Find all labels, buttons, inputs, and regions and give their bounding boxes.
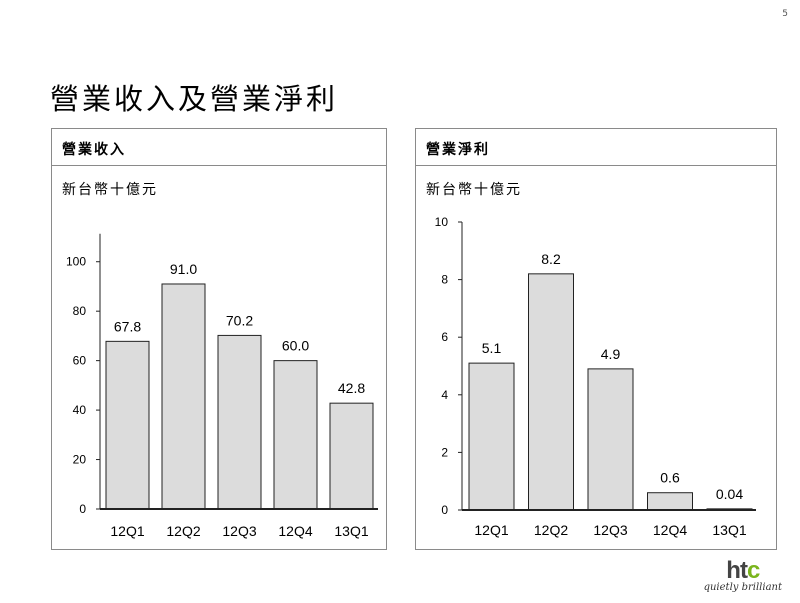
revenue-bar-chart: 0 20 40 60 80 100 67.8 12Q1 91.0 12Q2 70.2 12Q3 60.0…: [66, 233, 378, 539]
bar-12Q1: [468, 362, 515, 511]
bar-12Q4: [647, 492, 693, 511]
page-number: 5: [782, 9, 788, 19]
data-label: 8.2: [541, 251, 561, 267]
x-category-label: 12Q1: [110, 523, 144, 539]
x-category-label: 12Q4: [653, 522, 687, 538]
y-tick-label: 80: [73, 304, 87, 318]
data-label: 60.0: [282, 338, 309, 354]
bar-12Q2: [161, 283, 206, 510]
data-label: 5.1: [482, 340, 502, 356]
logo-mark-a: ht: [726, 557, 748, 584]
revenue-panel: 營業收入 新台幣十億元 0 20 40 60 80 100 67.8 12Q1 91.0 12Q2…: [51, 128, 387, 550]
x-category-label: 12Q3: [593, 522, 627, 538]
y-tick-label: 4: [441, 388, 448, 402]
bar-12Q2: [528, 273, 574, 511]
y-tick-label: 100: [66, 255, 86, 269]
net-profit-panel: 營業淨利 新台幣十億元 0 2 4 6 8 10 5.1 12Q1 8.2 12Q2 4.9 12Q3…: [415, 128, 777, 550]
y-tick-label: 10: [435, 215, 449, 229]
net-profit-panel-title: 營業淨利: [416, 129, 776, 166]
data-label: 42.8: [338, 380, 365, 396]
bar-13Q1: [329, 402, 374, 510]
slide-title: 營業收入及營業淨利: [50, 82, 339, 116]
y-tick-label: 6: [441, 330, 448, 344]
y-tick-label: 2: [441, 445, 448, 459]
htc-logo: htc quietly brilliant: [704, 557, 782, 593]
x-category-label: 12Q2: [166, 523, 200, 539]
net-profit-unit-label: 新台幣十億元: [426, 182, 522, 198]
x-category-label: 12Q3: [222, 523, 256, 539]
x-category-label: 12Q1: [474, 522, 508, 538]
data-label: 91.0: [170, 261, 197, 277]
bar-12Q3: [587, 368, 634, 511]
logo-mark-b: c: [746, 557, 760, 584]
data-label: 4.9: [601, 346, 621, 362]
bar-12Q3: [217, 334, 262, 510]
bar-12Q4: [273, 360, 318, 510]
x-category-label: 13Q1: [712, 522, 746, 538]
y-tick-label: 0: [441, 503, 448, 517]
data-label: 67.8: [114, 318, 141, 334]
x-category-label: 12Q4: [278, 523, 312, 539]
y-tick-label: 0: [79, 502, 86, 516]
data-label: 0.04: [716, 486, 743, 502]
revenue-unit-label: 新台幣十億元: [62, 182, 158, 198]
y-tick-label: 40: [73, 403, 87, 417]
data-label: 0.6: [660, 470, 680, 486]
y-tick-label: 20: [73, 453, 87, 467]
net-profit-bar-chart: 0 2 4 6 8 10 5.1 12Q1 8.2 12Q2 4.9 12Q3 0.6 12Q4 0.04 1…: [435, 215, 756, 538]
x-category-label: 12Q2: [534, 522, 568, 538]
y-tick-label: 8: [441, 273, 448, 287]
x-category-label: 13Q1: [334, 523, 368, 539]
y-tick-label: 60: [73, 354, 87, 368]
revenue-panel-title: 營業收入: [52, 129, 386, 166]
bar-12Q1: [105, 340, 150, 510]
logo-tagline: quietly brilliant: [703, 582, 782, 593]
htc-logo-mark: htc: [704, 557, 782, 585]
data-label: 70.2: [226, 312, 253, 328]
